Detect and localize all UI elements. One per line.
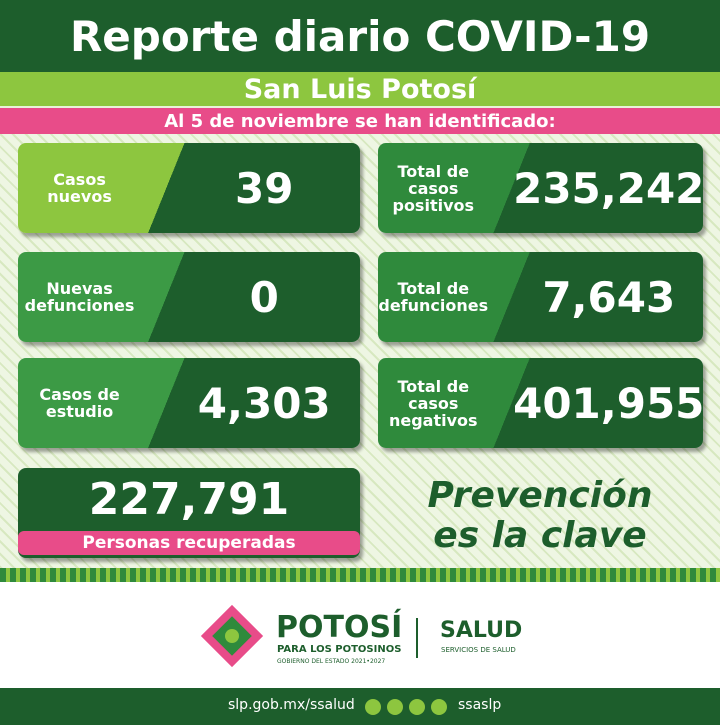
- label-line: casos: [408, 393, 459, 413]
- stat-value: 4,303: [197, 378, 331, 428]
- label-line: defunciones: [24, 296, 135, 315]
- stat-label: Total de defunciones: [378, 252, 489, 342]
- recovered-label: Personas recuperadas: [18, 531, 360, 555]
- brand-sub: PARA LOS POTOSINOS: [277, 644, 402, 655]
- stat-value: 7,643: [542, 272, 676, 322]
- stat-label: Total de casos negativos: [378, 358, 489, 448]
- stat-card: Total de casos negativos 401,955: [378, 358, 703, 448]
- dept: SALUD: [440, 618, 523, 643]
- stat-value: 235,242: [513, 163, 703, 213]
- stat-card: Total de casos positivos 235,242: [378, 143, 703, 233]
- stat-card: Total de defunciones 7,643: [378, 252, 703, 342]
- label-line: Casos: [53, 170, 106, 189]
- stat-value: 401,955: [513, 378, 703, 428]
- stat-value: 39: [235, 163, 294, 213]
- label-line: positivos: [392, 195, 475, 215]
- slogan-line: es la clave: [433, 515, 647, 556]
- social-icons: [365, 699, 447, 715]
- label-line: negativos: [388, 410, 478, 430]
- brand: POTOSÍ: [276, 610, 403, 645]
- divider-strip: [0, 568, 720, 582]
- stat-label: Nuevas defunciones: [18, 252, 141, 342]
- slogan-line: Prevención: [427, 475, 653, 516]
- label-line: Casos de: [39, 385, 120, 404]
- stat-label: Casos nuevos: [18, 143, 141, 233]
- handle: ssaslp: [458, 697, 502, 713]
- label-line: casos: [408, 178, 459, 198]
- url: slp.gob.mx/ssalud: [228, 697, 355, 713]
- label-line: Total de: [397, 279, 470, 298]
- label-line: Total de: [397, 376, 470, 396]
- label-line: estudio: [45, 402, 114, 421]
- stat-label: Casos de estudio: [18, 358, 141, 448]
- stat-label: Total de casos positivos: [378, 143, 489, 233]
- subtitle: San Luis Potosí: [0, 72, 720, 106]
- label-line: defunciones: [378, 296, 489, 315]
- recovered-value: 227,791: [88, 474, 290, 525]
- stat-value: 0: [249, 272, 279, 322]
- title: Reporte diario COVID-19: [0, 0, 720, 72]
- label-line: Nuevas: [46, 279, 113, 298]
- date-line: Al 5 de noviembre se han identificado:: [0, 108, 720, 134]
- separator: [416, 618, 418, 658]
- stat-card: Nuevas defunciones 0: [18, 252, 360, 342]
- bottom-bar: slp.gob.mx/ssalud ssaslp: [0, 688, 720, 725]
- logo: [200, 604, 264, 668]
- stat-card: Casos de estudio 4,303: [18, 358, 360, 448]
- stat-card: Casos nuevos 39: [18, 143, 360, 233]
- label-line: nuevos: [47, 187, 112, 206]
- recovered-card: 227,791 Personas recuperadas: [18, 468, 360, 558]
- footer: POTOSÍ PARA LOS POTOSINOS GOBIERNO DEL E…: [0, 582, 720, 688]
- slogan: Prevención es la clave: [380, 476, 700, 556]
- label-line: Total de: [397, 161, 470, 181]
- brand-gov: GOBIERNO DEL ESTADO 2021•2027: [277, 658, 386, 665]
- dept-sub: SERVICIOS DE SALUD: [441, 646, 516, 654]
